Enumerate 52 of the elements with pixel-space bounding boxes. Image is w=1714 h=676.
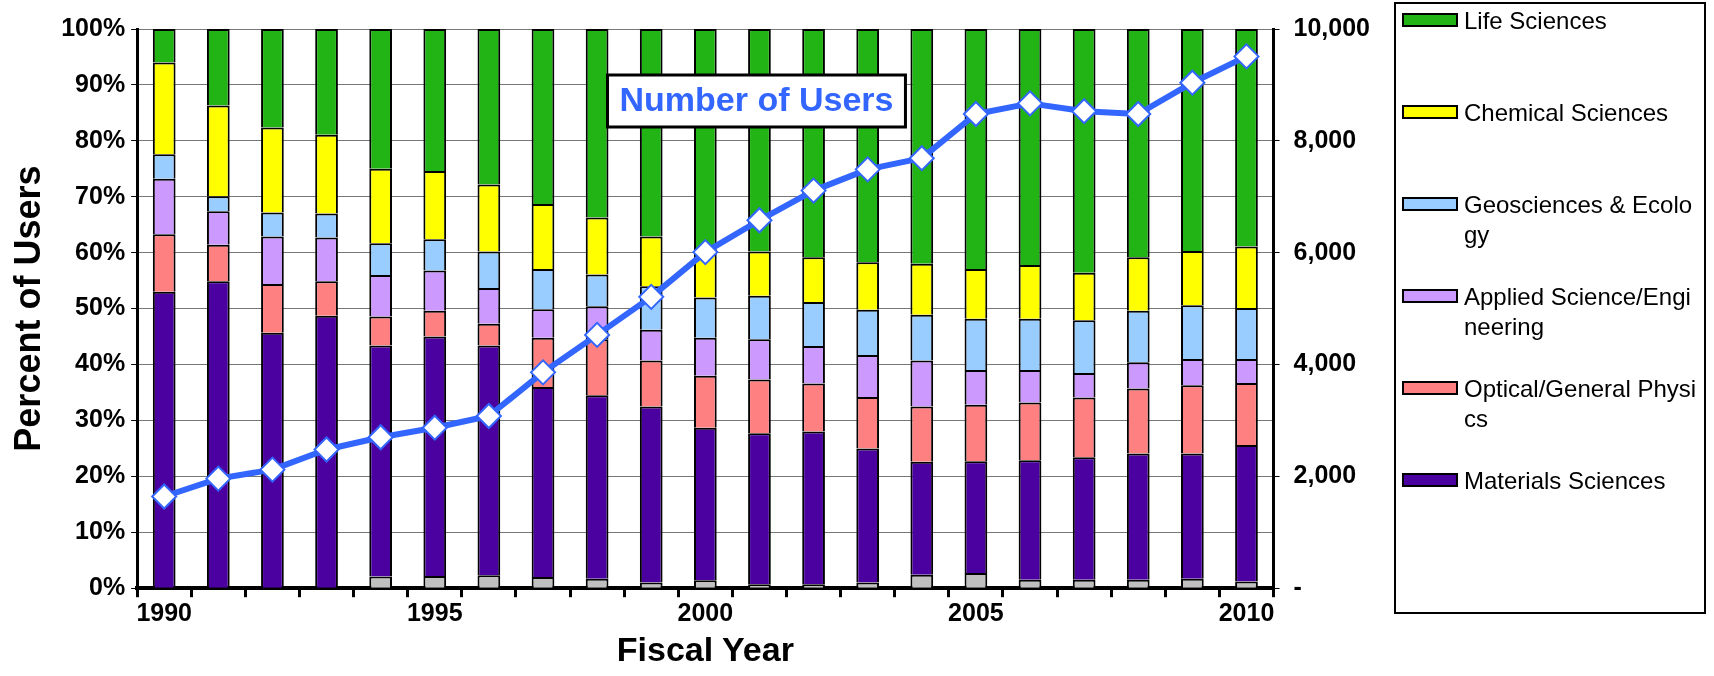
point [1179,69,1206,96]
x-tick-label: 2000 [677,598,734,627]
y2-tick-label: 6,000 [1293,236,1357,265]
point [692,239,719,266]
point [367,424,394,451]
y-tick-label: 0% [89,572,126,601]
y-tick-label: 50% [75,292,126,321]
legend-label: Applied Science/Engineering [1464,282,1692,342]
point [854,156,881,183]
y-tick-label: 20% [75,460,126,489]
y-tick-label: 90% [75,68,126,97]
y-tick-label: 100% [61,12,126,41]
x-tick-label: 2005 [948,598,1004,627]
y-axis-title: Percent of Users [6,165,48,452]
legend-label: Geosciences & Ecology [1464,190,1694,250]
point [746,207,773,234]
x-tick-label: 2010 [1218,598,1275,627]
y2-tick-label: - [1293,572,1302,601]
point [530,359,556,386]
y-tick-label: 70% [75,180,126,209]
point [584,321,611,348]
y-tick-label: 80% [75,124,126,153]
y2-tick-label: 4,000 [1293,348,1357,377]
x-tick-label: 1990 [136,598,193,627]
y2-tick-label: 10,000 [1293,12,1370,41]
y-tick-label: 40% [75,348,126,377]
point [205,465,232,492]
legend-label: Chemical Sciences [1464,98,1669,128]
x-tick-label: 1995 [406,598,463,627]
point [1233,43,1260,70]
series-label: Number of Users [619,80,894,119]
y2-tick-label: 2,000 [1293,460,1357,489]
x-axis-title: Fiscal Year [616,629,794,668]
y-tick-label: 30% [75,404,126,433]
legend-label: Optical/General Physics [1464,374,1698,434]
point [421,414,448,441]
legend-label: Life Sciences [1464,6,1607,36]
legend-label: Materials Sciences [1464,466,1666,496]
point [1125,101,1152,127]
point [313,436,340,463]
point [475,402,502,429]
point [908,145,935,172]
point [638,283,665,310]
point [1017,90,1044,117]
point [800,177,827,204]
point [259,456,286,483]
y-tick-label: 60% [75,236,126,265]
point [151,483,178,510]
y-tick-label: 10% [75,516,126,545]
point [1071,98,1098,125]
point [962,101,989,127]
y2-tick-label: 8,000 [1293,124,1357,153]
